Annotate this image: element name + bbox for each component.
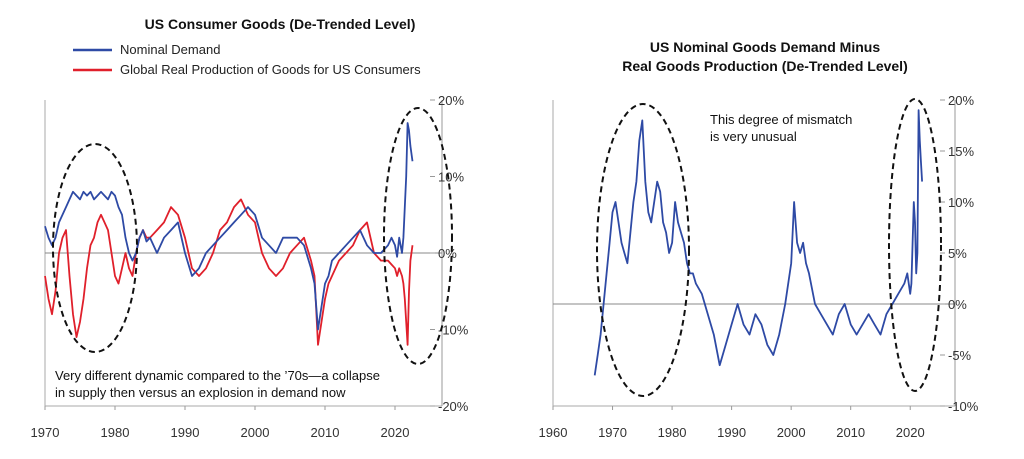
left-ellipse-1970s [52, 143, 138, 353]
right-x-tick-label: 1970 [598, 425, 627, 440]
right-y-tick-label: -10% [948, 399, 979, 414]
right-chart-title-line-1: US Nominal Goods Demand Minus [650, 39, 880, 55]
right-x-tick-label: 1980 [658, 425, 687, 440]
left-x-ticks: 1970 1980 1990 2000 2010 2020 [31, 406, 410, 440]
left-series-line [44, 198, 414, 346]
left-y-tick-label: 10% [438, 170, 464, 185]
left-y-tick-label: -10% [438, 323, 469, 338]
right-y-tick-label: 20% [948, 93, 974, 108]
left-x-tick-label: 1970 [31, 425, 60, 440]
right-y-tick-label: -5% [948, 348, 972, 363]
left-y-tick-label: -20% [438, 399, 469, 414]
right-ellipse-2020s [888, 98, 942, 392]
right-chart-title-line-2: Real Goods Production (De-Trended Level) [622, 58, 907, 74]
left-ellipse-2020s [383, 107, 453, 365]
right-x-ticks: 1960 1970 1980 1990 2000 2010 2020 [539, 406, 925, 440]
right-y-tick-label: 0% [948, 297, 967, 312]
right-annotation-line-1: This degree of mismatch [710, 112, 852, 127]
left-series-group [44, 122, 414, 346]
right-x-tick-label: 2000 [777, 425, 806, 440]
left-annotation-line-2: in supply then versus an explosion in de… [55, 385, 346, 400]
left-chart-title: US Consumer Goods (De-Trended Level) [145, 16, 416, 32]
left-x-tick-label: 1980 [101, 425, 130, 440]
right-y-ticks: 20% 15% 10% 5% 0% -5% -10% [940, 93, 979, 414]
right-y-tick-label: 10% [948, 195, 974, 210]
left-x-tick-label: 2010 [311, 425, 340, 440]
right-y-tick-label: 5% [948, 246, 967, 261]
right-x-tick-label: 2020 [896, 425, 925, 440]
left-chart: US Consumer Goods (De-Trended Level) Nom… [31, 16, 469, 440]
left-annotation-line-1: Very different dynamic compared to the ’… [55, 368, 380, 383]
right-x-tick-label: 2010 [836, 425, 865, 440]
right-series-line [593, 109, 923, 376]
legend-label-real-production: Global Real Production of Goods for US C… [120, 62, 421, 77]
left-x-tick-label: 2020 [381, 425, 410, 440]
right-series-group [593, 109, 923, 376]
left-series-line [44, 122, 414, 331]
left-y-tick-label: 0% [438, 246, 457, 261]
left-x-tick-label: 1990 [171, 425, 200, 440]
right-y-tick-label: 15% [948, 144, 974, 159]
right-annotation-line-2: is very unusual [710, 129, 797, 144]
right-x-tick-label: 1960 [539, 425, 568, 440]
left-y-tick-label: 20% [438, 93, 464, 108]
left-x-tick-label: 2000 [241, 425, 270, 440]
right-chart: US Nominal Goods Demand Minus Real Goods… [539, 39, 979, 440]
right-ellipse-1970s [596, 103, 690, 397]
legend-label-nominal-demand: Nominal Demand [120, 42, 220, 57]
right-x-tick-label: 1990 [717, 425, 746, 440]
